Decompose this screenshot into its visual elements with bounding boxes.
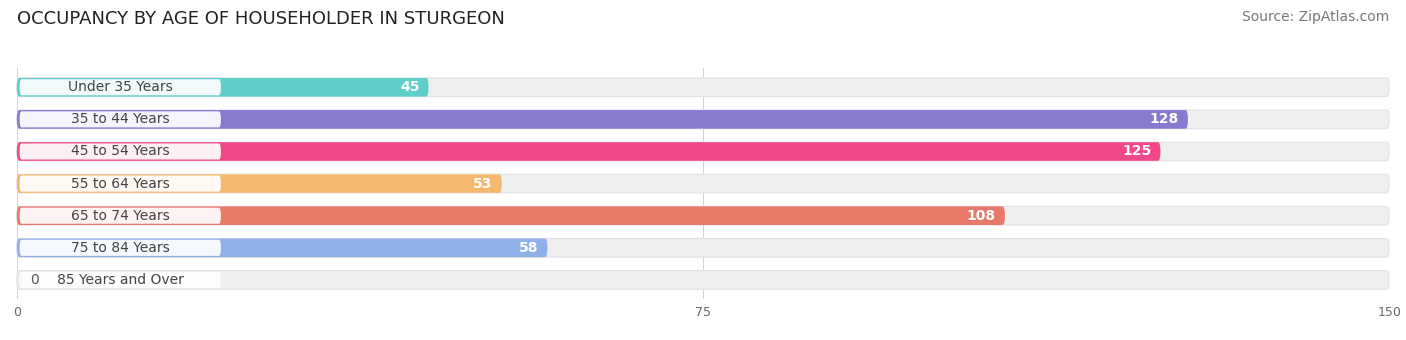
FancyBboxPatch shape xyxy=(17,78,429,97)
FancyBboxPatch shape xyxy=(17,239,1389,257)
Text: 128: 128 xyxy=(1150,113,1178,126)
FancyBboxPatch shape xyxy=(17,239,547,257)
Text: 35 to 44 Years: 35 to 44 Years xyxy=(70,113,170,126)
Text: 55 to 64 Years: 55 to 64 Years xyxy=(70,176,170,191)
Text: 53: 53 xyxy=(474,176,492,191)
FancyBboxPatch shape xyxy=(17,78,1389,97)
Text: 45: 45 xyxy=(399,80,419,94)
Text: 0: 0 xyxy=(31,273,39,287)
FancyBboxPatch shape xyxy=(17,142,1160,161)
FancyBboxPatch shape xyxy=(17,174,502,193)
FancyBboxPatch shape xyxy=(17,271,1389,289)
Text: 75 to 84 Years: 75 to 84 Years xyxy=(70,241,170,255)
Text: 85 Years and Over: 85 Years and Over xyxy=(56,273,184,287)
Text: Under 35 Years: Under 35 Years xyxy=(67,80,173,94)
Text: 45 to 54 Years: 45 to 54 Years xyxy=(70,144,170,158)
Text: 58: 58 xyxy=(519,241,538,255)
Text: OCCUPANCY BY AGE OF HOUSEHOLDER IN STURGEON: OCCUPANCY BY AGE OF HOUSEHOLDER IN STURG… xyxy=(17,10,505,28)
FancyBboxPatch shape xyxy=(17,174,1389,193)
FancyBboxPatch shape xyxy=(20,240,221,256)
Text: 65 to 74 Years: 65 to 74 Years xyxy=(70,209,170,223)
FancyBboxPatch shape xyxy=(20,272,221,288)
FancyBboxPatch shape xyxy=(20,112,221,128)
FancyBboxPatch shape xyxy=(17,110,1389,129)
Text: 108: 108 xyxy=(966,209,995,223)
Text: 125: 125 xyxy=(1122,144,1152,158)
FancyBboxPatch shape xyxy=(17,206,1389,225)
FancyBboxPatch shape xyxy=(17,142,1389,161)
FancyBboxPatch shape xyxy=(20,208,221,224)
FancyBboxPatch shape xyxy=(20,143,221,159)
FancyBboxPatch shape xyxy=(17,110,1188,129)
FancyBboxPatch shape xyxy=(17,206,1005,225)
FancyBboxPatch shape xyxy=(20,175,221,192)
Text: Source: ZipAtlas.com: Source: ZipAtlas.com xyxy=(1241,10,1389,24)
FancyBboxPatch shape xyxy=(20,79,221,95)
